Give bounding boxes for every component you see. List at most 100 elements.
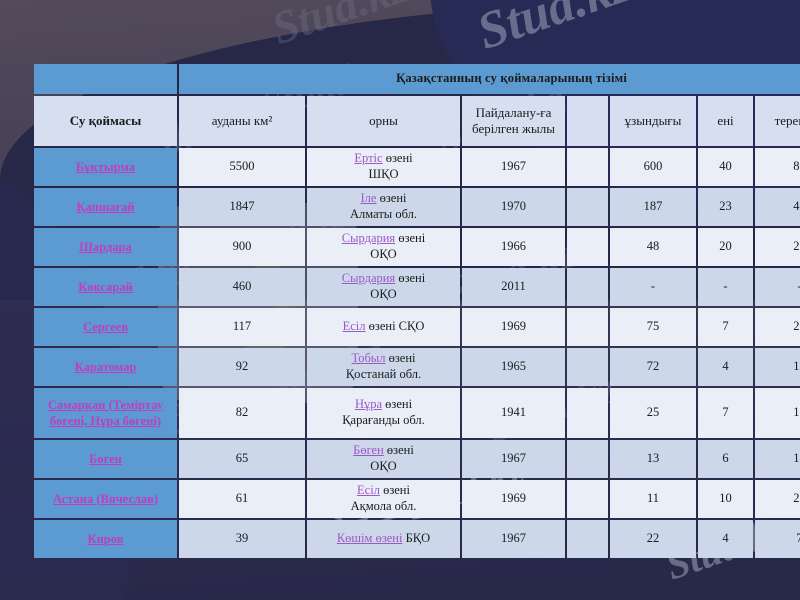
reservoir-depth-cell: 20	[755, 308, 800, 346]
reservoir-name-cell: Киров	[34, 520, 177, 558]
column-header-length: ұзындығы	[610, 96, 696, 146]
reservoir-year-cell: 1969	[462, 308, 565, 346]
reservoir-name-link[interactable]: Қапшағай	[76, 199, 135, 214]
reservoir-place-cell: Есіл өзені СҚО	[307, 308, 460, 346]
reservoir-place-cell: Сырдария өзені ОҚО	[307, 268, 460, 306]
reservoir-blank-cell	[567, 188, 608, 226]
reservoir-length-cell: 75	[610, 308, 696, 346]
river-link[interactable]: Нұра	[354, 397, 383, 412]
reservoir-length-cell: 187	[610, 188, 696, 226]
column-header-place: орны	[307, 96, 460, 146]
table-row: Астана (Вячеслав) 61 Есіл өзені Ақмола обл.…	[34, 480, 800, 518]
place-line-river: Нұра өзені	[311, 397, 456, 413]
reservoir-length-cell: 600	[610, 148, 696, 186]
reservoir-depth-cell: 7	[755, 520, 800, 558]
river-suffix: өзені	[382, 397, 413, 412]
reservoir-width-cell: 40	[698, 148, 753, 186]
column-header-depth: тереңдігі	[755, 96, 800, 146]
place-line-river: Сырдария өзені	[311, 271, 456, 287]
reservoir-depth-cell: 15	[755, 440, 800, 478]
reservoir-length-cell: -	[610, 268, 696, 306]
reservoir-depth-cell: 43	[755, 188, 800, 226]
reservoir-name-link[interactable]: Шардара	[79, 239, 132, 254]
reservoir-name-link[interactable]: Бөген	[89, 451, 122, 466]
reservoir-area-cell: 82	[179, 388, 305, 438]
river-link[interactable]: Тобыл	[351, 351, 386, 366]
river-suffix: өзені	[395, 271, 426, 286]
river-link[interactable]: Бөген	[353, 443, 384, 458]
reservoir-name-link[interactable]: Астана (Вячеслав)	[52, 491, 159, 506]
reservoir-place-cell: Нұра өзені Қарағанды обл.	[307, 388, 460, 438]
reservoir-depth-cell: 25	[755, 480, 800, 518]
reservoir-width-cell: 4	[698, 348, 753, 386]
river-link[interactable]: Сырдария	[341, 271, 396, 286]
place-line-river: Тобыл өзені	[311, 351, 456, 367]
reservoir-depth-cell: 12	[755, 388, 800, 438]
river-suffix: өзені	[385, 351, 416, 366]
table-row: Қапшағай 1847 Іле өзені Алматы обл. 1970 187 2…	[34, 188, 800, 226]
reservoir-area-cell: 1847	[179, 188, 305, 226]
river-link[interactable]: Ертіс	[354, 151, 383, 166]
reservoir-blank-cell	[567, 228, 608, 266]
reservoir-blank-cell	[567, 440, 608, 478]
river-link[interactable]: Сырдария	[341, 231, 396, 246]
table-title: Қазақстанның су қоймаларының тізімі	[179, 64, 800, 94]
place-line-region: ОҚО	[370, 459, 397, 473]
reservoir-year-cell: 1967	[462, 148, 565, 186]
reservoir-length-cell: 25	[610, 388, 696, 438]
reservoir-depth-cell: 80	[755, 148, 800, 186]
river-link[interactable]: Іле	[360, 191, 377, 206]
reservoir-name-cell: Қаратомар	[34, 348, 177, 386]
reservoir-year-cell: 1941	[462, 388, 565, 438]
reservoir-name-cell: Бөген	[34, 440, 177, 478]
table-row: Самарқан (Теміртау бөгені, Нұра бөгені) 8…	[34, 388, 800, 438]
reservoir-area-cell: 5500	[179, 148, 305, 186]
place-line-region: ОҚО	[370, 247, 397, 261]
reservoir-name-link[interactable]: Қаратомар	[74, 359, 137, 374]
river-suffix: БҚО	[402, 531, 431, 546]
river-link[interactable]: Есіл	[357, 483, 380, 498]
reservoir-name-cell: Сергеев	[34, 308, 177, 346]
table-row: Қаратомар 92 Тобыл өзені Қостанай обл. 1965 7…	[34, 348, 800, 386]
reservoir-year-cell: 1965	[462, 348, 565, 386]
column-header-year-line2: берілген жылы	[472, 121, 555, 136]
reservoirs-table: Қазақстанның су қоймаларының тізімі Су қ…	[32, 62, 800, 560]
reservoir-area-cell: 65	[179, 440, 305, 478]
reservoir-blank-cell	[567, 268, 608, 306]
river-suffix: өзені	[376, 191, 407, 206]
reservoir-area-cell: 117	[179, 308, 305, 346]
table-container: Қазақстанның су қоймаларының тізімі Су қ…	[32, 62, 800, 560]
column-header-year: Пайдалану-ға берілген жылы	[462, 96, 565, 146]
column-header-width: ені	[698, 96, 753, 146]
river-suffix: өзені	[382, 151, 413, 166]
reservoir-name-link[interactable]: Сергеев	[82, 319, 129, 334]
place-line-river: Есіл өзені	[311, 483, 456, 499]
reservoir-name-cell: Астана (Вячеслав)	[34, 480, 177, 518]
place-line-region: Қостанай обл.	[345, 367, 422, 381]
reservoir-place-cell: Ертіс өзені ШҚО	[307, 148, 460, 186]
reservoir-year-cell: 1969	[462, 480, 565, 518]
reservoir-name-link[interactable]: Көксарай	[78, 279, 133, 294]
reservoir-name-link[interactable]: Самарқан (Теміртау бөгені, Нұра бөгені)	[47, 397, 164, 428]
reservoir-width-cell: -	[698, 268, 753, 306]
reservoir-length-cell: 13	[610, 440, 696, 478]
reservoir-name-cell: Көксарай	[34, 268, 177, 306]
reservoir-name-cell: Қапшағай	[34, 188, 177, 226]
river-link[interactable]: Есіл	[342, 319, 366, 334]
place-line-region: Алматы обл.	[350, 207, 417, 221]
reservoir-depth-cell: -	[755, 268, 800, 306]
reservoir-place-cell: Көшім өзені БҚО	[307, 520, 460, 558]
river-link[interactable]: Көшім өзені	[336, 531, 403, 546]
river-suffix: өзені	[383, 443, 414, 458]
reservoir-name-link[interactable]: Бұқтырма	[75, 159, 136, 174]
reservoir-name-link[interactable]: Киров	[87, 531, 124, 546]
reservoir-depth-cell: 26	[755, 228, 800, 266]
reservoir-blank-cell	[567, 148, 608, 186]
table-header-row: Су қоймасы ауданы км² орны Пайдалану-ға …	[34, 96, 800, 146]
reservoir-blank-cell	[567, 520, 608, 558]
reservoir-width-cell: 10	[698, 480, 753, 518]
reservoir-width-cell: 6	[698, 440, 753, 478]
